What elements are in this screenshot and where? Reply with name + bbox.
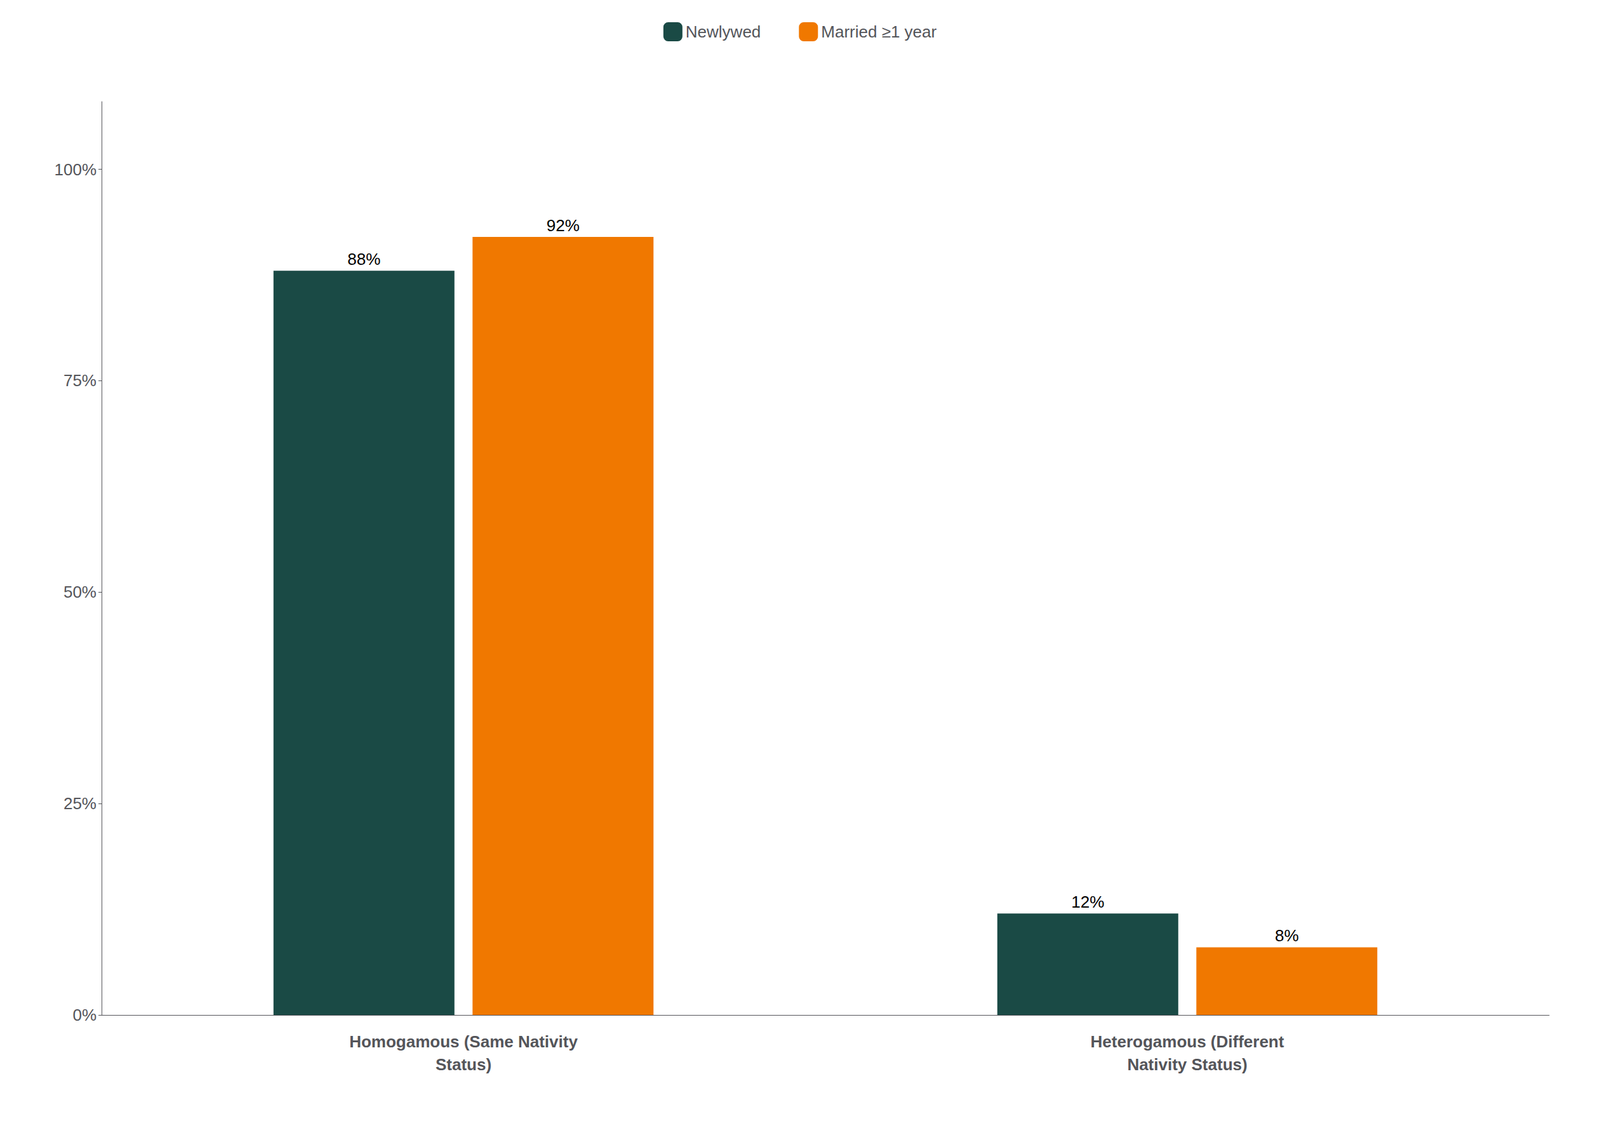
svg-text:25%: 25%	[63, 793, 97, 813]
svg-text:92%: 92%	[546, 215, 580, 235]
svg-text:0%: 0%	[72, 1005, 97, 1025]
svg-text:Homogamous (Same Nativity: Homogamous (Same Nativity	[349, 1031, 578, 1051]
svg-text:Nativity Status): Nativity Status)	[1126, 1054, 1247, 1074]
svg-text:Heterogamous (Different: Heterogamous (Different	[1090, 1031, 1285, 1051]
svg-text:12%: 12%	[1071, 892, 1105, 912]
svg-text:100%: 100%	[54, 160, 98, 180]
svg-text:50%: 50%	[63, 582, 97, 602]
svg-text:75%: 75%	[63, 370, 97, 390]
svg-text:88%: 88%	[347, 249, 381, 269]
svg-text:Status): Status)	[435, 1054, 492, 1074]
svg-text:Newlywed: Newlywed	[685, 22, 762, 42]
svg-text:8%: 8%	[1274, 925, 1300, 945]
svg-text:Married ≥1 year: Married ≥1 year	[820, 22, 937, 42]
